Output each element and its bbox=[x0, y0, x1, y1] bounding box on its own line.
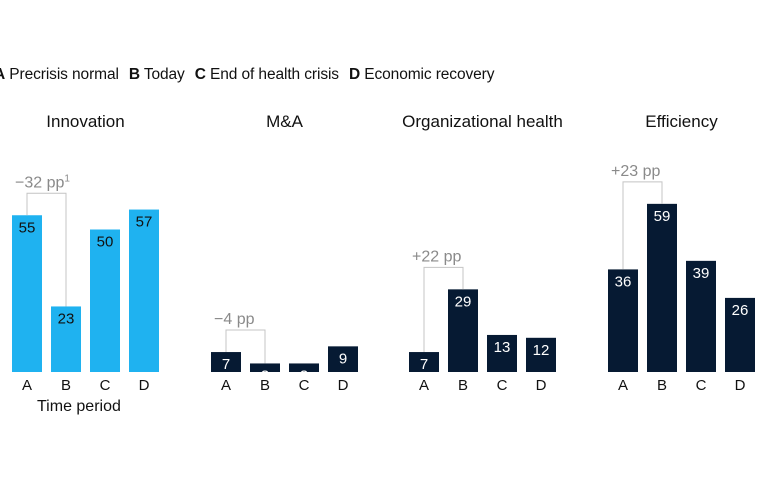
panel-title: Efficiency bbox=[645, 112, 718, 131]
tick-label: D bbox=[338, 377, 349, 394]
annotation-bracket bbox=[423, 266, 464, 353]
annotation-label: +23 pp bbox=[611, 163, 660, 180]
legend-item-d: D Economic recovery bbox=[348, 66, 495, 83]
legend-key: A bbox=[0, 66, 5, 83]
annotation-label: −32 pp1 bbox=[15, 173, 70, 191]
data-label: 3 bbox=[261, 367, 269, 384]
tick-label: C bbox=[100, 377, 111, 394]
data-label: 13 bbox=[494, 339, 511, 356]
data-label: 39 bbox=[693, 265, 710, 282]
tick-label: B bbox=[61, 377, 71, 394]
annotation-bracket bbox=[26, 192, 67, 307]
bar bbox=[487, 334, 517, 372]
legend-key: C bbox=[194, 66, 206, 83]
annotation-label: +22 pp bbox=[412, 248, 461, 265]
bar bbox=[12, 215, 42, 372]
data-label: 3 bbox=[300, 367, 308, 384]
tick-label: A bbox=[618, 377, 628, 394]
data-label: 23 bbox=[58, 310, 75, 327]
tick-label: B bbox=[458, 377, 468, 394]
tick-label: A bbox=[22, 377, 32, 394]
bar bbox=[90, 229, 120, 372]
data-label: 36 bbox=[615, 273, 632, 290]
panel-title: Organizational health bbox=[402, 112, 563, 131]
tick-label: C bbox=[696, 377, 707, 394]
data-label: 50 bbox=[97, 234, 114, 251]
bar bbox=[608, 269, 638, 372]
tick-label: A bbox=[419, 377, 429, 394]
bar bbox=[250, 363, 280, 372]
data-label: 55 bbox=[19, 219, 36, 236]
legend: A Precrisis normal B Today C End of health… bbox=[0, 66, 504, 84]
bar bbox=[51, 306, 81, 372]
bar bbox=[647, 203, 677, 372]
bar bbox=[328, 346, 358, 372]
legend-label: Precrisis normal bbox=[5, 66, 119, 83]
panel-title: Innovation bbox=[46, 112, 124, 131]
bar bbox=[686, 260, 716, 372]
bar bbox=[289, 363, 319, 372]
tick-label: B bbox=[260, 377, 270, 394]
footnote-marker: 1 bbox=[64, 173, 70, 184]
bar bbox=[448, 289, 478, 372]
tick-label: D bbox=[139, 377, 150, 394]
data-label: 12 bbox=[533, 342, 550, 359]
annotation-label: −4 pp bbox=[214, 311, 255, 328]
legend-label: Economic recovery bbox=[360, 66, 495, 83]
bar bbox=[725, 297, 755, 372]
bar bbox=[211, 352, 241, 372]
data-label: 26 bbox=[732, 302, 749, 319]
data-label: 9 bbox=[339, 350, 347, 367]
tick-label: C bbox=[299, 377, 310, 394]
bar bbox=[409, 352, 439, 372]
legend-key: B bbox=[128, 66, 140, 83]
annotation-bracket bbox=[622, 181, 663, 270]
data-label: 7 bbox=[222, 356, 230, 373]
annotation-bracket bbox=[225, 329, 266, 364]
legend-item-a: A Precrisis normal bbox=[0, 66, 119, 83]
tick-label: D bbox=[536, 377, 547, 394]
tick-label: A bbox=[221, 377, 231, 394]
panel-title: M&A bbox=[266, 112, 304, 131]
legend-item-b: B Today bbox=[129, 66, 185, 83]
legend-key: D bbox=[348, 66, 361, 83]
tick-label: D bbox=[735, 377, 746, 394]
data-label: 29 bbox=[455, 293, 472, 310]
legend-label: Today bbox=[139, 66, 185, 83]
tick-label: C bbox=[497, 377, 508, 394]
legend-item-c: C End of health crisis bbox=[195, 66, 339, 83]
bar bbox=[129, 209, 159, 372]
tick-label: B bbox=[657, 377, 667, 394]
x-axis-label: Time period bbox=[37, 398, 121, 415]
bar bbox=[526, 337, 556, 372]
data-label: 57 bbox=[136, 214, 153, 231]
data-label: 7 bbox=[420, 356, 428, 373]
legend-label: End of health crisis bbox=[205, 66, 339, 83]
data-label: 59 bbox=[654, 208, 671, 225]
